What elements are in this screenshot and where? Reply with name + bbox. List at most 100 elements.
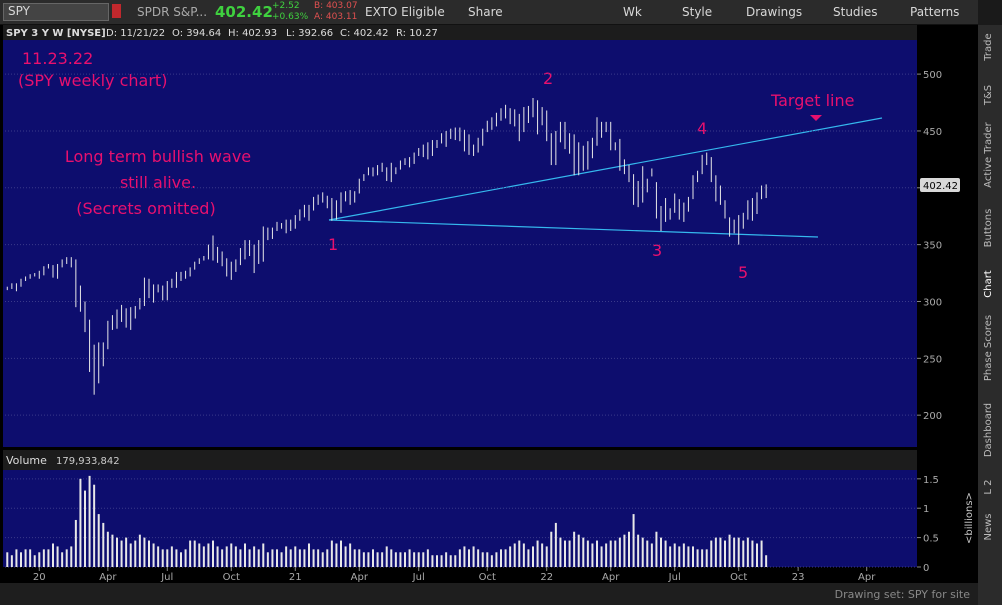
volume-bar [298, 549, 301, 567]
y-tick-label: 350 [923, 241, 942, 252]
annotation: (Secrets omitted) [76, 199, 215, 218]
volume-bar [321, 552, 324, 567]
volume-bar [289, 549, 292, 567]
volume-bar [102, 522, 105, 567]
volume-bar [271, 549, 274, 567]
y-tick-label: 400 [923, 184, 942, 195]
volume-bar [294, 546, 297, 567]
volume-bar [436, 555, 438, 567]
x-tick-label: Apr [858, 572, 876, 583]
volume-bar [614, 540, 617, 567]
volume-bar [751, 540, 754, 567]
volume-value: 179,933,842 [56, 456, 120, 467]
volume-bar [120, 540, 123, 567]
link-icon[interactable] [112, 4, 121, 18]
volume-bar [308, 543, 310, 567]
period-button[interactable]: Wk [623, 5, 642, 19]
y-tick-label: 1 [923, 504, 929, 515]
annotation: 1 [328, 235, 338, 254]
x-tick-label: Jul [412, 572, 425, 583]
x-tick-label: Oct [730, 572, 747, 583]
y-tick-label: 300 [923, 297, 942, 308]
header-field: D: 11/21/22 [106, 28, 165, 39]
volume-bar [152, 543, 155, 567]
volume-bar [198, 543, 201, 567]
volume-bar [330, 540, 333, 567]
side-tab: Trade [983, 33, 994, 61]
volume-bar [463, 546, 466, 567]
volume-bar [623, 534, 626, 567]
drawings-button[interactable]: Drawings [746, 5, 803, 19]
volume-bar [202, 546, 205, 567]
volume-bar [422, 552, 425, 567]
volume-bar [381, 552, 384, 567]
volume-bar [170, 546, 173, 567]
volume-bar [184, 549, 187, 567]
volume-bar [134, 540, 137, 567]
volume-bar [600, 546, 603, 567]
volume-bar [705, 549, 708, 567]
volume-bar [408, 549, 411, 567]
x-tick-label: Apr [602, 572, 620, 583]
volume-bar [10, 555, 13, 567]
studies-button[interactable]: Studies [833, 5, 878, 19]
volume-bar [454, 555, 457, 567]
volume-bar [225, 546, 228, 567]
volume-bar [125, 537, 128, 567]
side-tab: Phase Scores [983, 315, 994, 381]
volume-bar [696, 549, 699, 567]
volume-bar [344, 546, 347, 567]
volume-bar [641, 537, 644, 567]
x-tick-label: Oct [479, 572, 496, 583]
share-button[interactable]: Share [468, 5, 503, 19]
volume-bar [61, 552, 64, 567]
annotation: Target line [770, 91, 854, 110]
volume-bar [573, 531, 576, 567]
volume-bar [312, 549, 315, 567]
volume-bar [74, 519, 77, 567]
volume-bar [353, 549, 356, 567]
header-field: C: 402.42 [340, 28, 389, 39]
trend-line [328, 117, 883, 221]
volume-bar [477, 549, 480, 567]
volume-bar [394, 552, 397, 567]
annotation: 4 [697, 119, 707, 138]
exto[interactable]: EXTO Eligible [365, 5, 445, 19]
x-tick-label: 23 [792, 572, 805, 583]
symbol-box[interactable]: SPY [3, 3, 109, 21]
volume-bar [221, 549, 224, 567]
volume-bar [84, 490, 86, 567]
volume-bar [609, 540, 612, 567]
volume-bar [207, 543, 210, 567]
volume-bar [660, 537, 662, 567]
volume-bar [280, 552, 283, 567]
price-marker-bg [920, 178, 960, 193]
volume-bar [385, 546, 388, 567]
volume-bar [42, 549, 45, 567]
x-tick-label: Oct [223, 572, 240, 583]
price-panel [3, 40, 917, 447]
volume-bar [20, 552, 22, 567]
volume-bar [276, 549, 278, 567]
volume-bar [193, 540, 196, 567]
x-tick-label: Jul [160, 572, 173, 583]
volume-bar [65, 549, 68, 567]
volume-bar [24, 549, 27, 567]
volume-bar [138, 534, 141, 567]
volume-bar [714, 537, 717, 567]
volume-bar [399, 552, 402, 567]
volume-bar [559, 537, 562, 567]
volume-panel [3, 470, 917, 567]
volume-bar [710, 540, 713, 567]
volume-bar [244, 543, 246, 567]
change-pct: +0.63% [272, 12, 309, 22]
volume-bar [317, 549, 320, 567]
volume-bar [106, 531, 109, 567]
volume-bar [522, 543, 525, 567]
volume-bar [52, 543, 54, 567]
volume-bar [47, 549, 50, 567]
header-field: R: 10.27 [396, 28, 438, 39]
volume-bar [97, 514, 100, 567]
patterns-button[interactable]: Patterns [910, 5, 960, 19]
style-button[interactable]: Style [682, 5, 713, 19]
